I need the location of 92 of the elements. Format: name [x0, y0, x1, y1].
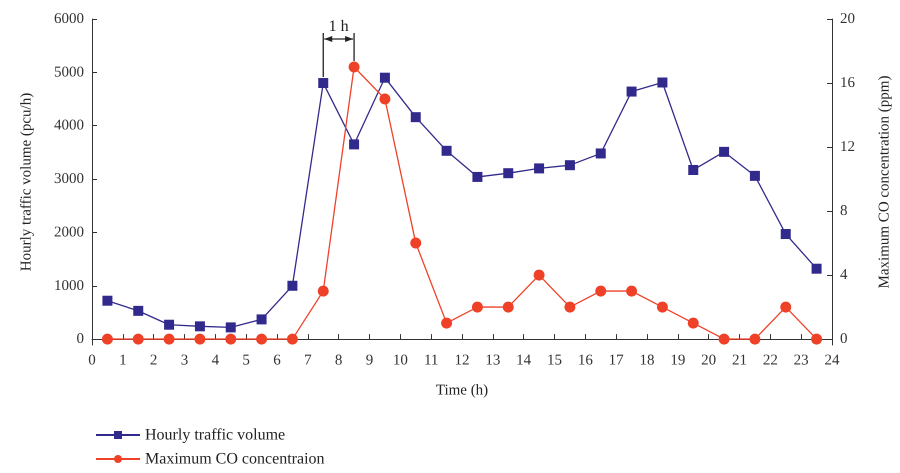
point: [688, 164, 698, 175]
x-tick-label: 5: [242, 352, 250, 368]
x-tick-label: 7: [304, 352, 312, 368]
y2-tick-label: 8: [840, 203, 848, 220]
x-tick-label: 22: [762, 352, 778, 368]
point: [132, 334, 144, 345]
legend-label: Maximum CO concentraion: [145, 450, 325, 468]
point: [534, 163, 544, 174]
annotation: 1 h: [328, 18, 349, 35]
y2-axis-title: Maximum CO concentration (ppm): [876, 76, 892, 288]
x-tick-label: 1: [119, 352, 127, 368]
point: [749, 334, 760, 345]
point: [595, 286, 606, 297]
x-tick-label: 2: [150, 352, 158, 368]
y2-tick-label: 12: [840, 139, 855, 156]
point: [564, 160, 575, 170]
point: [194, 334, 206, 345]
y-tick-label: 2000: [54, 224, 84, 240]
x-tick-label: 21: [732, 352, 747, 368]
x-tick-label: 12: [454, 352, 470, 368]
x-tick-label: 4: [212, 352, 220, 368]
point: [102, 334, 113, 345]
point: [318, 78, 328, 88]
point: [286, 334, 298, 345]
x-tick-label: 3: [180, 352, 188, 368]
point: [349, 139, 360, 150]
x-tick-label: 8: [334, 352, 342, 368]
point: [348, 62, 360, 73]
point: [472, 302, 483, 313]
x-tick-label: 9: [366, 352, 374, 368]
point: [503, 168, 514, 178]
y2-tick-label: 0: [840, 331, 848, 348]
point: [812, 264, 822, 274]
point: [256, 314, 267, 324]
x-tick-label: 19: [670, 352, 686, 368]
point: [780, 229, 791, 240]
point: [442, 146, 452, 156]
x-tick-label: 20: [701, 352, 716, 368]
point: [225, 334, 236, 345]
point: [657, 77, 668, 88]
point: [226, 322, 236, 332]
y-tick-label: 3000: [54, 171, 84, 188]
point: [564, 302, 576, 313]
point: [688, 318, 699, 329]
x-tick-label: 0: [88, 352, 96, 368]
y-tick-label: 4000: [54, 118, 84, 134]
point: [379, 94, 390, 105]
y-tick-label: 1000: [54, 278, 84, 294]
point: [102, 296, 112, 306]
point: [502, 302, 514, 313]
point: [194, 321, 205, 332]
x-axis-title: Time (h): [436, 382, 488, 398]
point: [164, 334, 175, 345]
x-tick-label: 15: [547, 352, 562, 368]
point: [534, 270, 545, 281]
point: [380, 72, 390, 83]
x-tick-label: 16: [578, 352, 594, 368]
point: [780, 302, 792, 313]
point: [472, 172, 482, 182]
point: [719, 146, 730, 157]
point: [318, 286, 329, 297]
point: [410, 238, 422, 249]
point: [133, 306, 144, 316]
x-tick-label: 18: [640, 352, 654, 368]
x-tick-label: 13: [485, 352, 500, 368]
point: [811, 334, 822, 345]
point: [441, 318, 452, 329]
legend-label: Hourly traffic volume: [145, 426, 286, 444]
point: [256, 334, 268, 345]
x-tick-label: 23: [794, 352, 809, 368]
point: [410, 112, 421, 122]
x-tick-label: 14: [516, 352, 532, 368]
y-tick-label: 0: [76, 331, 84, 348]
point: [164, 320, 174, 330]
point: [287, 280, 298, 291]
y2-tick-label: 16: [840, 75, 856, 92]
x-tick-label: 24: [824, 352, 840, 368]
point: [626, 86, 637, 97]
x-tick-label: 17: [608, 352, 624, 368]
point: [718, 334, 730, 345]
point: [656, 302, 668, 313]
x-tick-label: 6: [273, 352, 282, 368]
point: [626, 286, 638, 297]
y2-tick-label: 20: [840, 11, 855, 27]
point: [750, 170, 760, 181]
y-tick-label: 5000: [54, 64, 84, 80]
point: [596, 148, 606, 158]
y-axis-title: Hourly traffic volume (pcu/h): [18, 92, 34, 272]
x-tick-label: 11: [424, 352, 438, 368]
y2-tick-label: 4: [840, 267, 848, 284]
y-tick-label: 6000: [54, 11, 84, 27]
x-tick-label: 10: [392, 352, 408, 368]
